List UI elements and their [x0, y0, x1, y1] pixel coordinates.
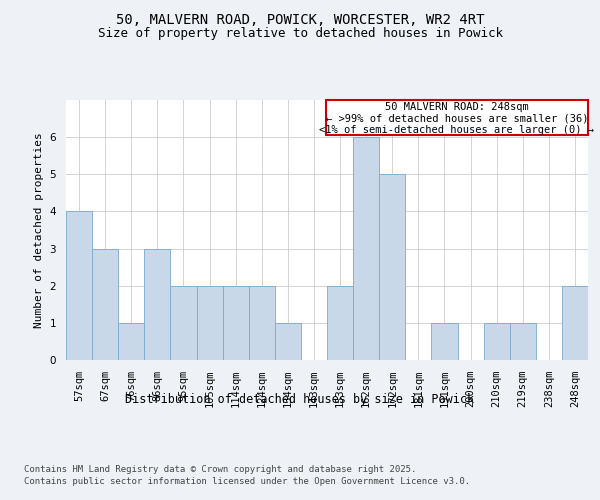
Text: 50, MALVERN ROAD, POWICK, WORCESTER, WR2 4RT: 50, MALVERN ROAD, POWICK, WORCESTER, WR2… [116, 12, 484, 26]
Text: Contains HM Land Registry data © Crown copyright and database right 2025.: Contains HM Land Registry data © Crown c… [24, 465, 416, 474]
Bar [431, 323, 458, 360]
Text: ← >99% of detached houses are smaller (36): ← >99% of detached houses are smaller (3… [326, 114, 588, 124]
Bar [510, 323, 536, 360]
Y-axis label: Number of detached properties: Number of detached properties [34, 132, 44, 328]
Bar [92, 248, 118, 360]
Bar [353, 137, 379, 360]
Text: Size of property relative to detached houses in Powick: Size of property relative to detached ho… [97, 28, 503, 40]
Bar [170, 286, 197, 360]
Text: <1% of semi-detached houses are larger (0) →: <1% of semi-detached houses are larger (… [319, 124, 595, 134]
Bar [275, 323, 301, 360]
Bar [223, 286, 249, 360]
Bar [249, 286, 275, 360]
Bar [145, 248, 170, 360]
Bar [66, 212, 92, 360]
FancyBboxPatch shape [326, 100, 588, 136]
Text: Distribution of detached houses by size in Powick: Distribution of detached houses by size … [125, 392, 475, 406]
Bar [327, 286, 353, 360]
Bar [197, 286, 223, 360]
Bar [484, 323, 510, 360]
Bar [379, 174, 406, 360]
Text: Contains public sector information licensed under the Open Government Licence v3: Contains public sector information licen… [24, 478, 470, 486]
Bar [118, 323, 145, 360]
Text: 50 MALVERN ROAD: 248sqm: 50 MALVERN ROAD: 248sqm [385, 102, 529, 112]
Bar [562, 286, 588, 360]
